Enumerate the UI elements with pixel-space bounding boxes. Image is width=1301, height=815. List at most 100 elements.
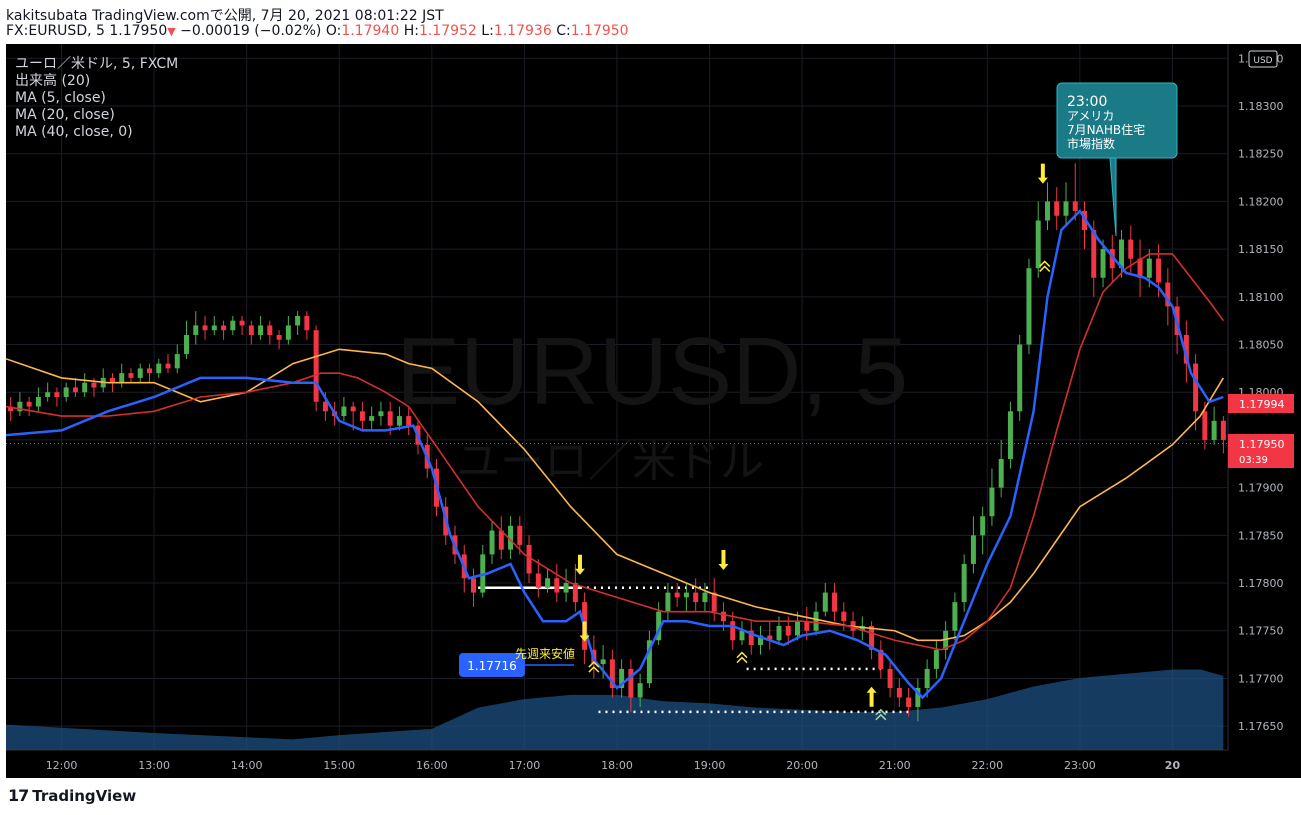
time-tick-label: 23:00	[1064, 759, 1096, 772]
candle-body-up	[980, 516, 986, 536]
chevron-up-icon	[588, 666, 600, 673]
chevron-up-icon	[875, 713, 887, 721]
candle-body-up	[563, 583, 569, 593]
candle-body-up	[508, 525, 514, 550]
candle-body-down	[1137, 258, 1143, 278]
candle-body-down	[304, 315, 310, 331]
candle-body-down	[1165, 282, 1171, 307]
price-tick-label: 1.17900	[1238, 482, 1284, 495]
low-value: 1.17936	[493, 23, 552, 39]
price-tick-label: 1.18300	[1238, 100, 1284, 113]
candle-body-down	[554, 578, 560, 593]
chevron-up-icon	[1039, 265, 1051, 272]
chevron-up-icon	[736, 651, 748, 659]
candle-body-up	[1100, 249, 1106, 278]
economic-event-callout[interactable]: 23:00 アメリカ 7月NAHB住宅 市場指数	[1056, 82, 1178, 237]
candle-body-up	[1211, 420, 1217, 440]
candle-body-up	[952, 602, 958, 631]
candle-body-up	[970, 535, 976, 564]
candle-body-down	[109, 377, 115, 383]
time-tick-label: 20:00	[786, 759, 818, 772]
event-name-2: 市場指数	[1067, 136, 1115, 151]
chevron-up-icon	[736, 656, 748, 664]
candle-body-down	[720, 611, 726, 622]
candle-body-up	[933, 649, 939, 669]
candle-body-up	[739, 630, 745, 641]
candle-body-up	[1017, 344, 1023, 412]
candle-body-up	[17, 401, 23, 412]
high-label: H:	[403, 23, 419, 39]
candle-body-up	[1026, 268, 1032, 345]
price-tag-callout[interactable]: 1.17716	[459, 653, 574, 677]
sell-arrow-icon	[579, 621, 590, 642]
ohlc-line: FX:EURUSD, 5 1.17950▼ −0.00019 (−0.02%) …	[6, 23, 629, 39]
price-chart[interactable]: EURUSD, 5 ユーロ／米ドル 1.183501.183001.182501…	[6, 44, 1301, 778]
candle-body-up	[943, 630, 949, 650]
candle-body-down	[526, 544, 532, 574]
candle-body-up	[776, 625, 782, 641]
down-arrow-icon: ▼	[167, 25, 176, 38]
candle-body-down	[350, 406, 356, 412]
candle-body-down	[498, 530, 504, 550]
candle-body-up	[63, 387, 69, 397]
candle-body-down	[1072, 201, 1078, 211]
candle-body-up	[1146, 258, 1152, 278]
bar-countdown: 03:39	[1239, 455, 1268, 466]
candle-body-up	[45, 392, 51, 397]
candle-body-down	[1202, 411, 1208, 440]
candle-body-down	[674, 592, 680, 598]
candle-body-up	[35, 397, 41, 407]
candle-body-up	[1044, 201, 1050, 221]
candle-body-down	[1082, 210, 1088, 231]
candle-body-up	[656, 611, 662, 641]
chart-publish-line: kakitsubata TradingView.comで公開, 7月 20, 2…	[6, 5, 444, 25]
legend-ma5: MA (5, close)	[15, 90, 106, 106]
event-box[interactable]	[1056, 82, 1178, 159]
sell-arrow-icon	[718, 549, 729, 570]
candle-body-down	[628, 668, 634, 698]
candle-body-down	[767, 635, 773, 641]
candle-body-up	[258, 325, 264, 335]
sell-arrow-icon	[1037, 163, 1048, 184]
publish-info: kakitsubata TradingView.comで公開, 7月 20, 2…	[6, 8, 444, 24]
candle-body-down	[406, 416, 412, 426]
candle-body-up	[156, 363, 162, 374]
buy-arrow-icon	[866, 686, 877, 707]
candle-body-up	[193, 325, 199, 335]
signal-markers	[574, 163, 1051, 721]
candle-body-down	[1109, 249, 1115, 269]
price-tick-label: 1.18100	[1238, 291, 1284, 304]
time-tick-label: 19:00	[694, 759, 726, 772]
candle-body-down	[8, 406, 14, 412]
candle-body-down	[1193, 363, 1199, 412]
candle-body-up	[859, 625, 865, 631]
currency-badge[interactable]	[1248, 50, 1278, 68]
price-tick-label: 1.18050	[1238, 339, 1284, 352]
candle-body-up	[1007, 411, 1013, 460]
moving-averages	[6, 208, 1225, 700]
tradingview-footer[interactable]: 17 TradingView	[8, 786, 136, 805]
candle-body-down	[276, 334, 282, 340]
time-tick-label: 21:00	[879, 759, 911, 772]
close-label: C:	[556, 23, 571, 39]
candle-body-up	[998, 459, 1004, 488]
candle-body-down	[359, 411, 365, 421]
time-tick-label: 15:00	[323, 759, 355, 772]
candle-body-up	[665, 592, 671, 612]
time-tick-label: 20	[1165, 759, 1181, 772]
candle-body-up	[378, 411, 384, 417]
legend-title: ユーロ／米ドル, 5, FXCM	[15, 56, 178, 72]
watermark-name: ユーロ／米ドル	[456, 436, 764, 487]
open-label: O:	[325, 23, 342, 39]
candle-body-down	[1183, 334, 1189, 364]
candle-body-down	[54, 392, 60, 397]
low-label: L:	[481, 23, 494, 39]
price-tag-box[interactable]	[459, 653, 525, 677]
candle-body-up	[211, 325, 217, 331]
candle-body-down	[313, 330, 319, 402]
candle-body-down	[239, 320, 245, 326]
candle-body-down	[146, 368, 152, 374]
price-axis-ticks: 1.183501.183001.182501.182001.181501.181…	[1238, 52, 1284, 733]
candle-body-down	[841, 611, 847, 622]
candle-body-down	[1091, 230, 1097, 278]
